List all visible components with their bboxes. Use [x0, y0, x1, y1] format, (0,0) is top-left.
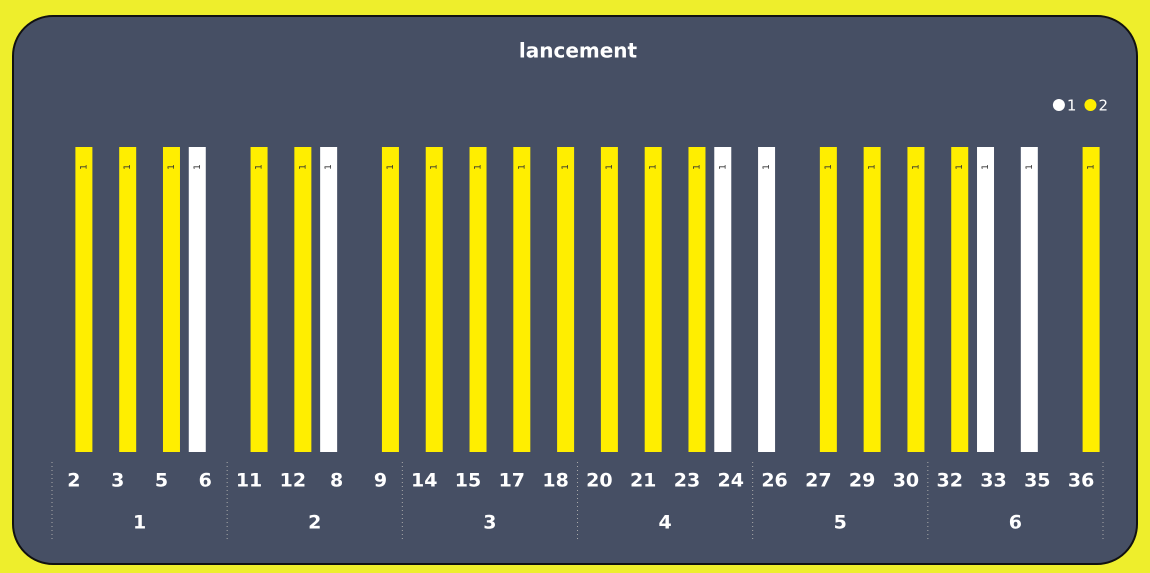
bar: [907, 147, 925, 452]
card: [12, 15, 1138, 565]
data-label: 1: [1087, 164, 1097, 170]
group-label: 1: [133, 512, 146, 534]
x-tick-label: 12: [280, 470, 306, 492]
x-tick-label: 20: [586, 470, 612, 492]
x-tick-label: 15: [455, 470, 481, 492]
bar: [1082, 147, 1100, 452]
x-tick-label: 35: [1024, 470, 1050, 492]
bar: [162, 147, 180, 452]
x-tick-label: 3: [111, 470, 124, 492]
group-label: 5: [834, 512, 847, 534]
chart-title: lancement: [519, 39, 638, 63]
data-label: 1: [79, 164, 89, 170]
data-label: 1: [911, 164, 921, 170]
data-label: 1: [955, 164, 965, 170]
data-label: 1: [868, 164, 878, 170]
data-label: 1: [981, 164, 991, 170]
bar: [75, 147, 93, 452]
x-tick-label: 26: [761, 470, 787, 492]
data-label: 1: [762, 164, 772, 170]
bar: [188, 147, 206, 452]
x-tick-label: 8: [330, 470, 343, 492]
bar: [119, 147, 137, 452]
x-tick-label: 33: [980, 470, 1006, 492]
x-tick-label: 30: [893, 470, 919, 492]
data-label: 1: [561, 164, 571, 170]
x-tick-label: 32: [937, 470, 963, 492]
bar: [600, 147, 618, 452]
x-tick-label: 24: [718, 470, 744, 492]
data-label: 1: [167, 164, 177, 170]
group-label: 6: [1009, 512, 1022, 534]
group-label: 3: [483, 512, 496, 534]
x-tick-label: 18: [542, 470, 568, 492]
legend-label: 2: [1098, 97, 1108, 115]
bar: [714, 147, 732, 452]
x-tick-label: 17: [499, 470, 525, 492]
x-tick-label: 36: [1068, 470, 1094, 492]
bar: [951, 147, 969, 452]
x-tick-label: 5: [155, 470, 168, 492]
bar: [425, 147, 443, 452]
x-tick-label: 29: [849, 470, 875, 492]
bar: [863, 147, 881, 452]
x-tick-label: 21: [630, 470, 656, 492]
data-label: 1: [824, 164, 834, 170]
data-label: 1: [474, 164, 484, 170]
x-tick-label: 6: [199, 470, 212, 492]
x-tick-label: 27: [805, 470, 831, 492]
bar: [557, 147, 575, 452]
x-tick-label: 9: [374, 470, 387, 492]
legend-label: 1: [1067, 97, 1077, 115]
data-label: 1: [692, 164, 702, 170]
data-label: 1: [386, 164, 396, 170]
data-label: 1: [255, 164, 265, 170]
group-label: 2: [308, 512, 321, 534]
bar: [758, 147, 776, 452]
bar: [469, 147, 487, 452]
bar: [294, 147, 312, 452]
bar: [513, 147, 531, 452]
data-label: 1: [1025, 164, 1035, 170]
data-label: 1: [298, 164, 308, 170]
x-tick-label: 2: [67, 470, 80, 492]
bar: [688, 147, 706, 452]
x-tick-label: 11: [236, 470, 262, 492]
data-label: 1: [324, 164, 334, 170]
bar: [250, 147, 268, 452]
bar: [1020, 147, 1038, 452]
bar: [320, 147, 338, 452]
data-label: 1: [718, 164, 728, 170]
x-tick-label: 14: [411, 470, 437, 492]
data-label: 1: [430, 164, 440, 170]
bar: [381, 147, 399, 452]
x-tick-label: 23: [674, 470, 700, 492]
data-label: 1: [193, 164, 203, 170]
legend-swatch: [1084, 99, 1097, 111]
data-label: 1: [517, 164, 527, 170]
legend-swatch: [1052, 99, 1065, 111]
data-label: 1: [123, 164, 133, 170]
data-label: 1: [649, 164, 659, 170]
bar: [644, 147, 662, 452]
group-label: 4: [658, 512, 671, 534]
bar: [977, 147, 995, 452]
bar: [819, 147, 837, 452]
data-label: 1: [605, 164, 615, 170]
